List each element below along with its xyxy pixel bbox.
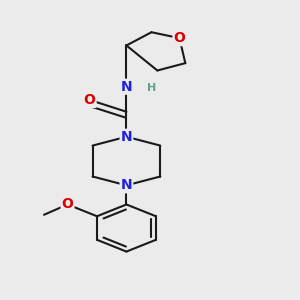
Text: N: N <box>121 80 132 94</box>
Text: N: N <box>121 130 132 144</box>
Text: O: O <box>84 93 96 107</box>
Text: O: O <box>61 197 74 212</box>
Text: H: H <box>147 83 156 93</box>
Text: O: O <box>173 31 185 45</box>
Text: N: N <box>121 178 132 192</box>
